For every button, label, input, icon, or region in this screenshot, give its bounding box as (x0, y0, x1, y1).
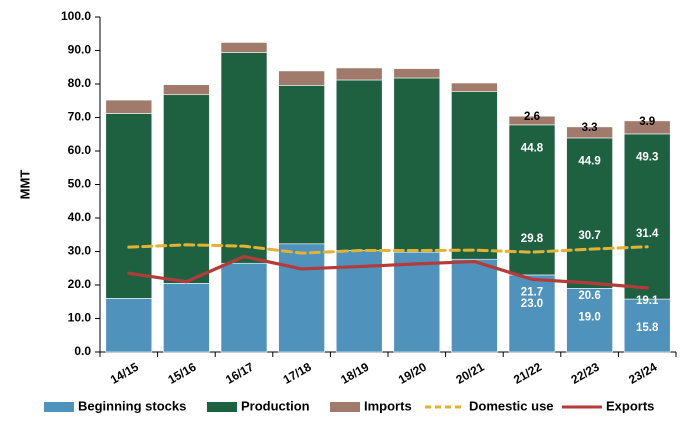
x-tick-label: 18/19 (338, 360, 371, 387)
data-label-domestic-use-22-23: 30.7 (578, 230, 600, 242)
data-label-beginning-stocks-21-22: 23.0 (521, 298, 543, 310)
y-tick-label: 20.0 (68, 277, 92, 291)
y-axis-title: MMT (17, 170, 32, 200)
bar-beginning-stocks-15-16 (163, 283, 210, 353)
y-tick-label: 60.0 (68, 143, 92, 157)
y-tick-label: 40.0 (68, 210, 92, 224)
y-tick-label: 90.0 (68, 43, 92, 57)
bar-production-23-24 (623, 133, 671, 300)
data-label-production-23-24: 49.3 (636, 151, 658, 163)
bar-production-19-20 (393, 77, 441, 253)
y-tick-label: 80.0 (68, 76, 92, 90)
x-tick-label: 21/22 (511, 360, 544, 387)
line-domestic-use (127, 243, 649, 255)
data-label-production-22-23: 44.9 (578, 155, 600, 167)
bar-beginning-stocks-21-22 (508, 274, 556, 353)
bar-beginning-stocks-16-17 (220, 262, 268, 353)
y-tick-label: 30.0 (68, 244, 92, 258)
bar-production-18-19 (335, 79, 383, 251)
bar-production-22-23 (566, 137, 613, 289)
lines (127, 243, 649, 290)
y-tick-label: 0.0 (74, 344, 91, 358)
data-label-imports-23-24: 3.9 (639, 116, 655, 128)
bar-imports-20-21 (451, 82, 498, 93)
bar-imports-23-24 (623, 120, 671, 135)
bar-imports-21-22 (508, 115, 556, 126)
data-label-domestic-use-21-22: 29.8 (521, 233, 544, 245)
data-label-beginning-stocks-23-24: 15.8 (636, 322, 659, 334)
bar-beginning-stocks-17-18 (278, 243, 325, 353)
data-label-imports-21-22: 2.6 (524, 111, 540, 123)
bar-imports-18-19 (335, 67, 383, 81)
y-tick-label: 10.0 (68, 311, 92, 325)
bar-imports-14-15 (105, 99, 153, 114)
legend-label-exports: Exports (606, 398, 654, 413)
legend-swatch-production (207, 402, 237, 412)
bar-production-17-18 (278, 85, 325, 245)
x-tick-label: 17/18 (281, 360, 314, 387)
data-labels: 23.0 19.0 15.8 44.8 44.9 49.3 2.6 3.3 3.9 29.8 30.… (521, 111, 659, 334)
y-tick-label: 70.0 (68, 110, 92, 124)
x-tick-label: 20/21 (453, 360, 486, 387)
y-tick-label: 50.0 (68, 177, 92, 191)
legend: Beginning stocks Production Imports Domesti… (44, 398, 654, 413)
y-tick-label: 100.0 (61, 9, 91, 23)
x-tick-label: 23/24 (626, 360, 659, 387)
legend-label-production: Production (241, 398, 310, 413)
data-label-domestic-use-23-24: 31.4 (636, 228, 659, 240)
bar-imports-19-20 (393, 68, 441, 79)
legend-label-beginning-stocks: Beginning stocks (78, 398, 186, 413)
data-label-imports-22-23: 3.3 (582, 122, 598, 134)
bar-imports-22-23 (566, 126, 613, 139)
bar-beginning-stocks-19-20 (393, 251, 441, 353)
bar-imports-16-17 (220, 42, 268, 53)
legend-label-domestic-use: Domestic use (469, 398, 554, 413)
x-tick-label: 19/20 (396, 360, 429, 387)
bar-production-16-17 (220, 52, 268, 264)
line-exports (127, 254, 649, 290)
bar-production-20-21 (451, 91, 498, 260)
data-label-production-21-22: 44.8 (521, 142, 544, 154)
data-label-exports-21-22: 21.7 (521, 286, 543, 298)
bar-beginning-stocks-23-24 (623, 298, 671, 353)
bar-beginning-stocks-22-23 (566, 288, 613, 353)
bars (105, 42, 671, 353)
bar-production-21-22 (508, 124, 556, 276)
bar-imports-15-16 (163, 84, 210, 96)
bar-beginning-stocks-14-15 (105, 298, 153, 353)
data-label-exports-22-23: 20.6 (578, 290, 600, 302)
data-label-beginning-stocks-22-23: 19.0 (578, 312, 600, 324)
x-tick-label: 15/16 (165, 360, 198, 387)
bar-production-15-16 (163, 94, 210, 284)
legend-swatch-beginning-stocks (44, 402, 74, 412)
x-tick-label: 22/23 (569, 360, 602, 387)
bar-production-14-15 (105, 113, 153, 299)
x-tick-label: 14/15 (108, 360, 141, 387)
legend-swatch-imports (330, 402, 360, 412)
bar-beginning-stocks-20-21 (451, 258, 498, 353)
x-tick-label: 16/17 (223, 360, 256, 387)
legend-label-imports: Imports (364, 398, 412, 413)
bar-imports-17-18 (278, 70, 325, 86)
data-label-exports-23-24: 19.1 (636, 295, 659, 307)
